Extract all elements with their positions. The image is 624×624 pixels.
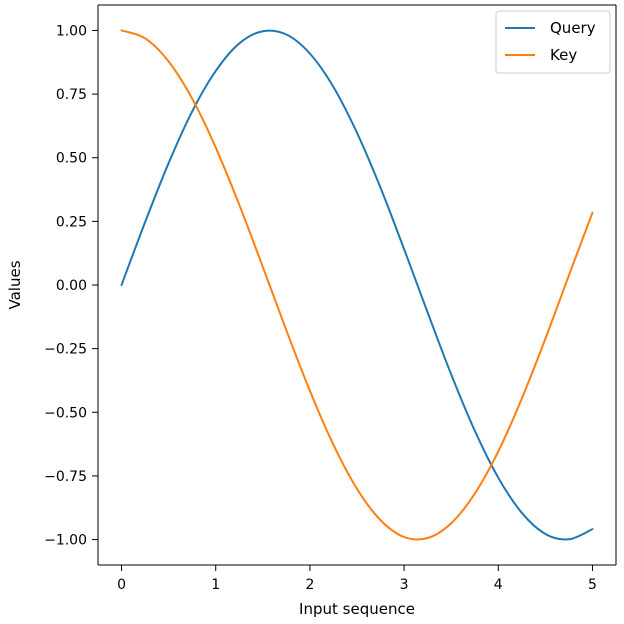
- y-tick-label: 1.00: [56, 23, 87, 39]
- legend-label-query: Query: [550, 19, 596, 37]
- x-tick-label: 5: [588, 577, 597, 593]
- x-axis-ticks: 0 1 2 3 4 5: [117, 565, 597, 593]
- y-axis-title: Values: [6, 260, 24, 309]
- y-tick-label: −1.00: [44, 533, 87, 549]
- series-line-key: [120, 29, 594, 541]
- x-tick-label: 2: [305, 577, 314, 593]
- x-axis-title: Input sequence: [299, 600, 415, 618]
- series-line-query: [120, 29, 594, 541]
- legend-label-key: Key: [550, 46, 577, 64]
- y-tick-label: 0.50: [56, 151, 87, 167]
- y-tick-label: −0.50: [44, 405, 87, 421]
- y-tick-label: −0.75: [44, 469, 87, 485]
- y-axis-ticks: 1.00 0.75 0.50 0.25 0.00 −0.25 −0.50 −0.75 −1.00: [44, 23, 98, 549]
- x-tick-label: 3: [400, 577, 409, 593]
- series-layer: [120, 29, 594, 541]
- legend: Query Key: [495, 10, 611, 74]
- plot-area: [98, 5, 616, 565]
- x-tick-label: 0: [117, 577, 126, 593]
- x-tick-label: 4: [494, 577, 503, 593]
- y-tick-label: 0.75: [56, 87, 87, 103]
- y-tick-label: 0.00: [56, 278, 87, 294]
- x-tick-label: 1: [211, 577, 220, 593]
- y-tick-label: 0.25: [56, 214, 87, 230]
- legend-box: [495, 10, 611, 74]
- y-tick-label: −0.25: [44, 342, 87, 358]
